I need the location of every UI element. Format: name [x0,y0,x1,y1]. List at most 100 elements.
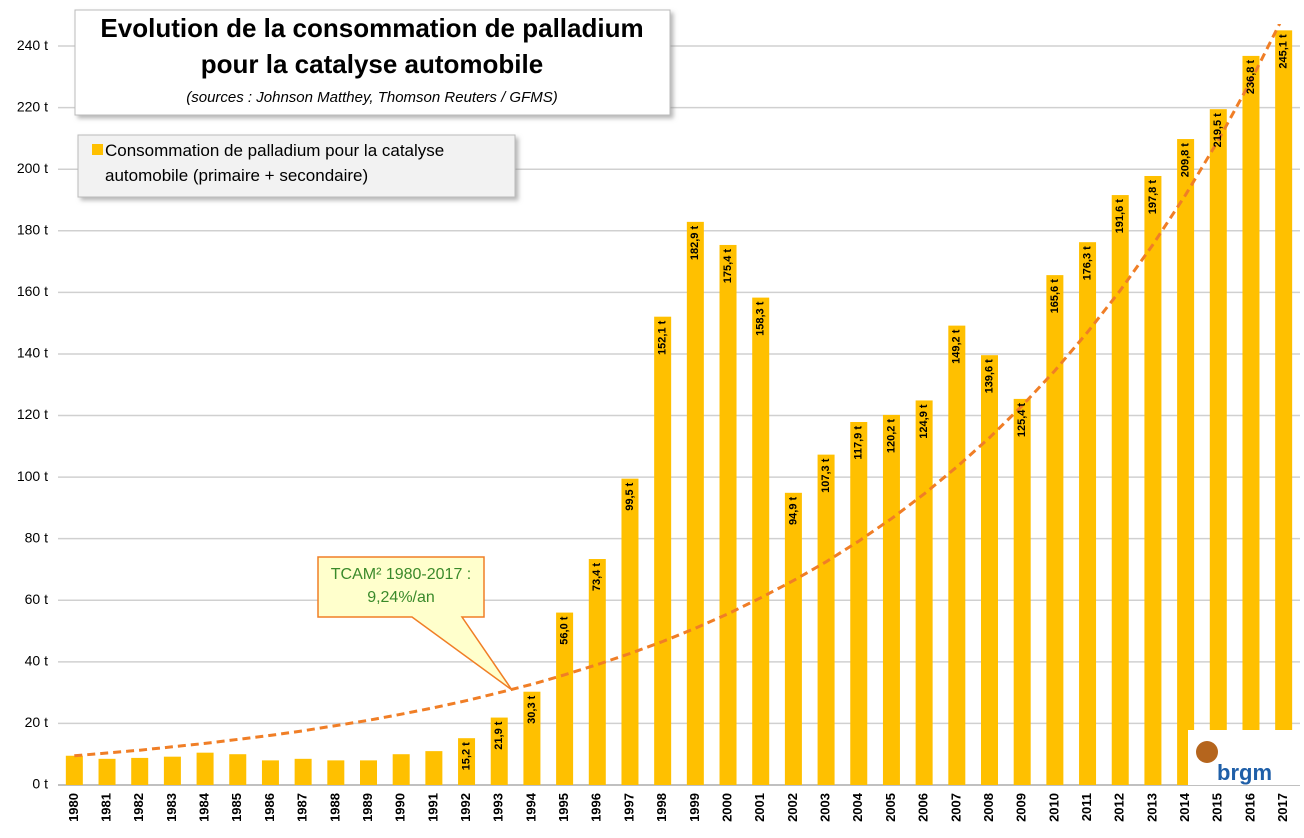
x-tick-label: 2002 [785,793,800,822]
x-tick-label: 2010 [1046,793,1061,822]
x-tick-label: 1986 [262,793,277,822]
y-tick-label: 220 t [17,98,48,114]
bar [752,297,770,785]
bar [1242,55,1260,785]
value-label: 120,2 t [885,419,897,454]
value-label: 197,8 t [1147,180,1159,215]
bar [458,738,476,785]
y-tick-label: 120 t [17,406,48,422]
bar [196,752,214,785]
bar [1111,195,1129,786]
legend-box [77,134,516,198]
x-tick-label: 2009 [1014,793,1029,822]
bar [1275,30,1293,786]
value-label: 30,3 t [526,695,538,723]
value-label: 158,3 t [755,301,767,336]
trend-line [74,24,1282,758]
value-label: 99,5 t [624,482,636,510]
value-label: 21,9 t [493,721,505,749]
value-label: 139,6 t [983,359,995,394]
bar [882,414,900,785]
x-tick-label: 2004 [850,792,865,822]
bar [686,221,704,785]
annotation: 9,24%/an [367,589,435,606]
y-tick-label: 140 t [17,345,48,361]
bar [294,758,312,785]
annotation: TCAM² 1980-2017 : [331,566,472,583]
value-label: 176,3 t [1081,246,1093,281]
x-tick-label: 2014 [1177,792,1192,822]
y-tick-label: 20 t [25,714,48,730]
x-tick-label: 1998 [654,793,669,822]
chart-title: pour la catalyse automobile [201,49,543,79]
value-label: 117,9 t [853,426,865,460]
bar [131,757,149,785]
bar [523,691,541,785]
bar [98,758,116,785]
bar [1013,398,1031,785]
value-label: 236,8 t [1245,60,1257,95]
x-tick-label: 2011 [1079,793,1094,821]
value-label: 73,4 t [591,563,603,591]
x-tick-label: 1991 [425,793,440,822]
value-label: 125,4 t [1016,403,1028,438]
bar [817,454,835,785]
x-tick-label: 1988 [327,793,342,822]
value-label: 191,6 t [1114,199,1126,234]
chart-title: Evolution de la consommation de palladiu… [100,13,643,43]
bar [1144,175,1162,786]
bar [981,355,998,785]
y-tick-label: 100 t [17,468,48,484]
bar [1079,242,1097,785]
value-label: 56,0 t [559,616,571,644]
x-tick-label: 1996 [589,793,604,822]
bar [1209,109,1227,786]
x-tick-label: 2001 [752,793,767,822]
x-tick-label: 1993 [491,793,506,822]
bar [915,400,933,785]
bar [327,760,345,785]
x-tick-label: 1989 [360,793,375,822]
y-tick-label: 160 t [17,283,48,299]
labels: 0 t 20 t 40 t 60 t 80 t 100 t 120 t 140 t 160 t 1… [17,34,1290,822]
bar [425,751,443,785]
x-tick-label: 2006 [916,793,931,822]
bar [163,756,181,785]
bar [654,316,672,785]
value-label: 149,2 t [951,329,963,364]
value-label: 245,1 t [1278,34,1290,69]
value-label: 124,9 t [918,404,930,439]
x-tick-label: 2016 [1242,793,1257,822]
bar [948,325,966,785]
bar [360,760,377,785]
x-tick-label: 2005 [883,793,898,822]
value-label: 219,5 t [1212,113,1224,148]
x-tick-label: 1999 [687,793,702,822]
value-label: 15,2 t [460,742,472,770]
x-tick-label: 2007 [948,793,963,822]
y-tick-label: 40 t [25,653,48,669]
trend [74,24,1282,758]
x-tick-label: 1987 [295,793,310,822]
title-box [74,9,671,116]
bar [490,717,508,785]
bar [784,492,802,785]
bar [65,755,83,785]
x-tick-label: 1994 [523,792,538,822]
bars [65,30,1293,786]
x-tick-label: 2003 [818,793,833,822]
legend-entry: Consommation de palladium pour la cataly… [105,141,445,185]
x-tick-label: 1995 [556,793,571,822]
value-label: 209,8 t [1180,143,1192,178]
value-label: 165,6 t [1049,279,1061,314]
bar [719,244,737,785]
x-tick-label: 1990 [393,793,408,822]
annotation-box [317,556,513,691]
x-tick-label: 1980 [66,793,81,822]
legend-swatch [92,144,103,155]
value-label: 175,4 t [722,249,734,284]
value-label: 152,1 t [657,320,669,355]
x-tick-label: 1983 [164,793,179,822]
bar [621,478,639,785]
